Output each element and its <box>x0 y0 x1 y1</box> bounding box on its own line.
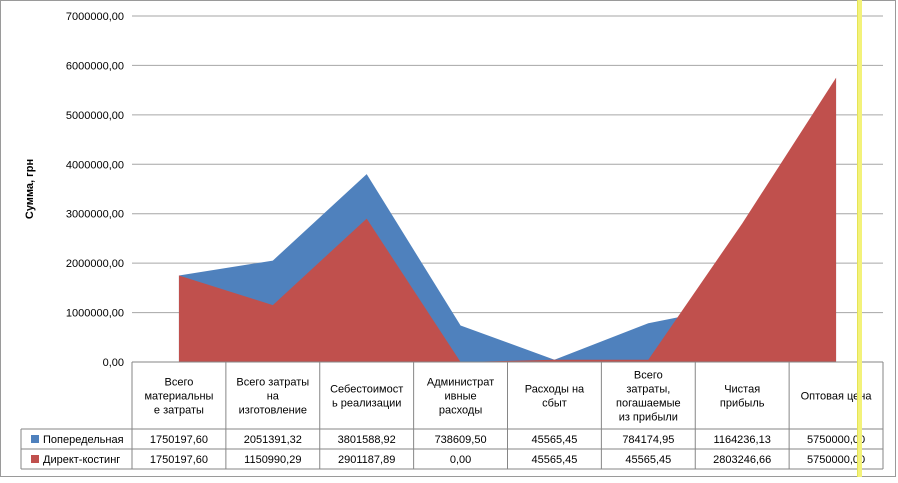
table-value-1-3: 0,00 <box>450 454 471 466</box>
x-category-label-1-line-1: на <box>267 391 280 403</box>
y-tick-label-2: 2000000,00 <box>66 258 124 270</box>
table-value-0-2: 3801588,92 <box>338 434 396 446</box>
x-category-label-4-line-1: сбыт <box>542 398 567 410</box>
table-value-1-6: 2803246,66 <box>713 454 771 466</box>
x-category-label-3-line-1: ивные <box>445 391 477 403</box>
x-category-label-2-line-0: Себестоимост <box>330 384 403 396</box>
y-tick-label-0: 0,00 <box>103 357 124 369</box>
x-category-label-3-line-2: расходы <box>439 405 482 417</box>
table-value-1-7: 5750000,00 <box>807 454 865 466</box>
table-value-0-3: 738609,50 <box>435 434 487 446</box>
y-tick-label-7: 7000000,00 <box>66 11 124 23</box>
x-category-label-5-line-2: погашаемые <box>616 398 681 410</box>
x-category-label-1-line-0: Всего затраты <box>236 377 309 389</box>
y-tick-label-5: 5000000,00 <box>66 110 124 122</box>
x-category-label-5-line-3: из прибыли <box>619 412 678 424</box>
table-value-0-0: 1750197,60 <box>150 434 208 446</box>
x-category-label-4-line-0: Расходы на <box>525 384 585 396</box>
x-category-label-2-line-1: ь реализации <box>332 398 401 410</box>
x-category-label-0-line-1: материальны <box>144 391 213 403</box>
legend-label-1: Директ-костинг <box>43 454 120 466</box>
table-value-1-0: 1750197,60 <box>150 454 208 466</box>
legend-key-1 <box>31 455 39 463</box>
x-category-label-0-line-2: е затраты <box>154 405 204 417</box>
area-series-1 <box>178 77 837 363</box>
selection-highlight-line <box>857 0 862 477</box>
y-axis-title: Сумма, грн <box>24 159 36 219</box>
y-tick-label-6: 6000000,00 <box>66 60 124 72</box>
x-category-label-1-line-2: изготовление <box>239 405 307 417</box>
y-tick-label-3: 3000000,00 <box>66 209 124 221</box>
table-value-0-1: 2051391,32 <box>244 434 302 446</box>
x-category-label-5-line-0: Всего <box>634 370 663 382</box>
x-category-label-6-line-0: Чистая <box>724 384 760 396</box>
table-value-1-2: 2901187,89 <box>338 454 395 466</box>
table-value-1-5: 45565,45 <box>625 454 671 466</box>
x-category-label-0-line-0: Всего <box>165 377 194 389</box>
x-category-label-3-line-0: Администрат <box>427 377 494 389</box>
table-value-0-5: 784174,95 <box>622 434 674 446</box>
x-category-label-5-line-1: затраты, <box>626 384 670 396</box>
y-tick-label-4: 4000000,00 <box>66 159 124 171</box>
table-value-0-4: 45565,45 <box>531 434 577 446</box>
legend-key-0 <box>31 435 39 443</box>
y-tick-label-1: 1000000,00 <box>66 308 124 320</box>
table-value-0-7: 5750000,00 <box>807 434 865 446</box>
table-value-1-4: 45565,45 <box>531 454 577 466</box>
legend-label-0: Попередельная <box>43 434 124 446</box>
x-category-label-6-line-1: прибыль <box>720 398 765 410</box>
table-value-0-6: 1164236,13 <box>714 434 771 446</box>
table-value-1-1: 1150990,29 <box>244 454 301 466</box>
x-category-label-7-line-0: Оптовая цена <box>801 391 873 403</box>
